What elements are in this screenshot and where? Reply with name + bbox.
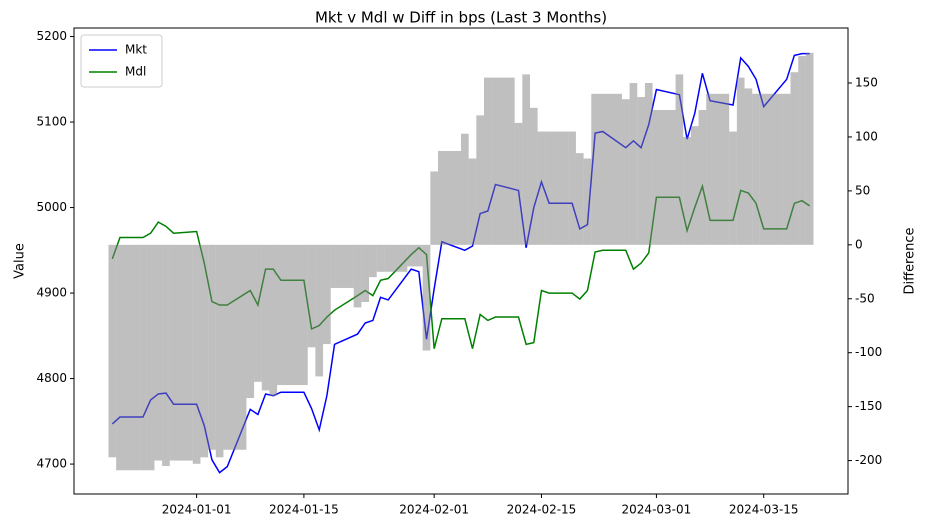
diff-bar — [415, 244, 423, 267]
diff-bar — [798, 56, 806, 245]
y-tick-label: 4700 — [36, 457, 67, 471]
diff-bar — [353, 244, 362, 308]
diff-bar — [315, 244, 324, 377]
y-tick-label: 5000 — [36, 200, 67, 214]
diff-bar — [169, 244, 193, 461]
diff-bar — [468, 158, 477, 245]
diff-bar — [192, 244, 201, 464]
diff-bar — [422, 244, 431, 351]
diff-bar — [261, 244, 270, 391]
diff-bar — [621, 99, 630, 245]
diff-bar — [483, 77, 492, 245]
y-tick-label: 5100 — [36, 115, 67, 129]
x-tick-label: 2024-02-15 — [507, 503, 577, 517]
diff-bar — [744, 88, 753, 245]
diff-bar — [407, 244, 416, 267]
diff-bar — [545, 131, 569, 245]
diff-bar — [323, 244, 331, 345]
diff-bar — [116, 244, 140, 471]
y-tick-label: 5200 — [36, 29, 67, 43]
y2-tick-label: -100 — [855, 345, 882, 359]
diff-bar — [223, 244, 247, 450]
diff-bar — [438, 150, 461, 245]
diff-bar — [706, 93, 730, 245]
diff-bar — [575, 153, 584, 245]
diff-bar — [690, 126, 699, 245]
diff-bar — [514, 122, 523, 245]
y2-tick-label: -150 — [855, 399, 882, 413]
diff-bar — [759, 93, 783, 245]
diff-bar — [568, 131, 576, 245]
diff-bar — [146, 244, 155, 471]
y2-tick-label: 50 — [855, 183, 870, 197]
diff-bar — [361, 244, 370, 302]
diff-bar — [246, 244, 255, 398]
y2-tick-label: 150 — [855, 76, 878, 90]
diff-bar — [307, 244, 316, 348]
diff-bar — [522, 74, 530, 245]
diff-bar — [537, 131, 546, 245]
diff-bar — [790, 72, 799, 245]
diff-bar — [752, 93, 760, 245]
plot-frame — [73, 27, 849, 495]
diff-bar — [491, 77, 515, 245]
series-line — [111, 52, 810, 474]
legend: Mkt Mdl — [80, 34, 163, 88]
y2-tick-label: -200 — [855, 453, 882, 467]
diff-bar — [215, 244, 224, 458]
y2-axis-label: Difference — [903, 227, 918, 294]
diff-bar — [384, 244, 408, 272]
y-tick-label: 4800 — [36, 371, 67, 385]
chart-title: Mkt v Mdl w Diff in bps (Last 3 Months) — [315, 9, 607, 27]
y2-tick-label: 0 — [855, 237, 863, 251]
diff-bar — [729, 131, 737, 245]
diff-bar — [300, 244, 308, 386]
diff-bar — [675, 74, 684, 245]
diff-bar — [430, 171, 439, 245]
y2-tick-label: 100 — [855, 129, 878, 143]
diff-bar — [598, 93, 622, 245]
diff-bar — [369, 244, 377, 278]
diff-bar — [208, 244, 216, 450]
legend-label: Mdl — [125, 65, 146, 79]
y2-tick-label: -50 — [855, 291, 875, 305]
legend-box — [80, 34, 163, 88]
diff-bar — [200, 244, 209, 458]
diff-bar — [154, 244, 163, 461]
diff-bar — [583, 158, 592, 245]
x-tick-label: 2024-01-01 — [162, 503, 232, 517]
diff-bar — [269, 244, 278, 396]
y-axis-label: Value — [13, 243, 28, 279]
diff-bar — [476, 115, 484, 245]
diff-bar — [108, 244, 117, 458]
legend-label: Mkt — [125, 43, 147, 57]
diff-bar — [330, 244, 354, 288]
diff-bar — [805, 52, 814, 245]
diff-bar — [277, 244, 301, 386]
x-tick-label: 2024-02-01 — [399, 503, 469, 517]
diff-bar — [637, 97, 645, 245]
y-tick-label: 4900 — [36, 286, 67, 300]
x-tick-label: 2024-03-01 — [622, 503, 692, 517]
diff-bar — [254, 244, 262, 382]
diff-bar — [698, 109, 707, 245]
diff-bar — [782, 93, 791, 245]
diff-bar — [461, 133, 469, 245]
diff-bar — [162, 244, 170, 466]
diff-bar — [683, 136, 691, 245]
diff-bar — [376, 244, 385, 272]
diff-bar — [629, 83, 638, 245]
x-tick-label: 2024-01-15 — [269, 503, 339, 517]
diff-bar — [644, 83, 653, 245]
diff-bar — [736, 77, 745, 245]
diff-bar — [139, 244, 147, 471]
diff-bar — [591, 93, 599, 245]
x-tick-label: 2024-03-15 — [729, 503, 799, 517]
diff-bar — [652, 109, 676, 245]
diff-bar — [529, 107, 538, 245]
